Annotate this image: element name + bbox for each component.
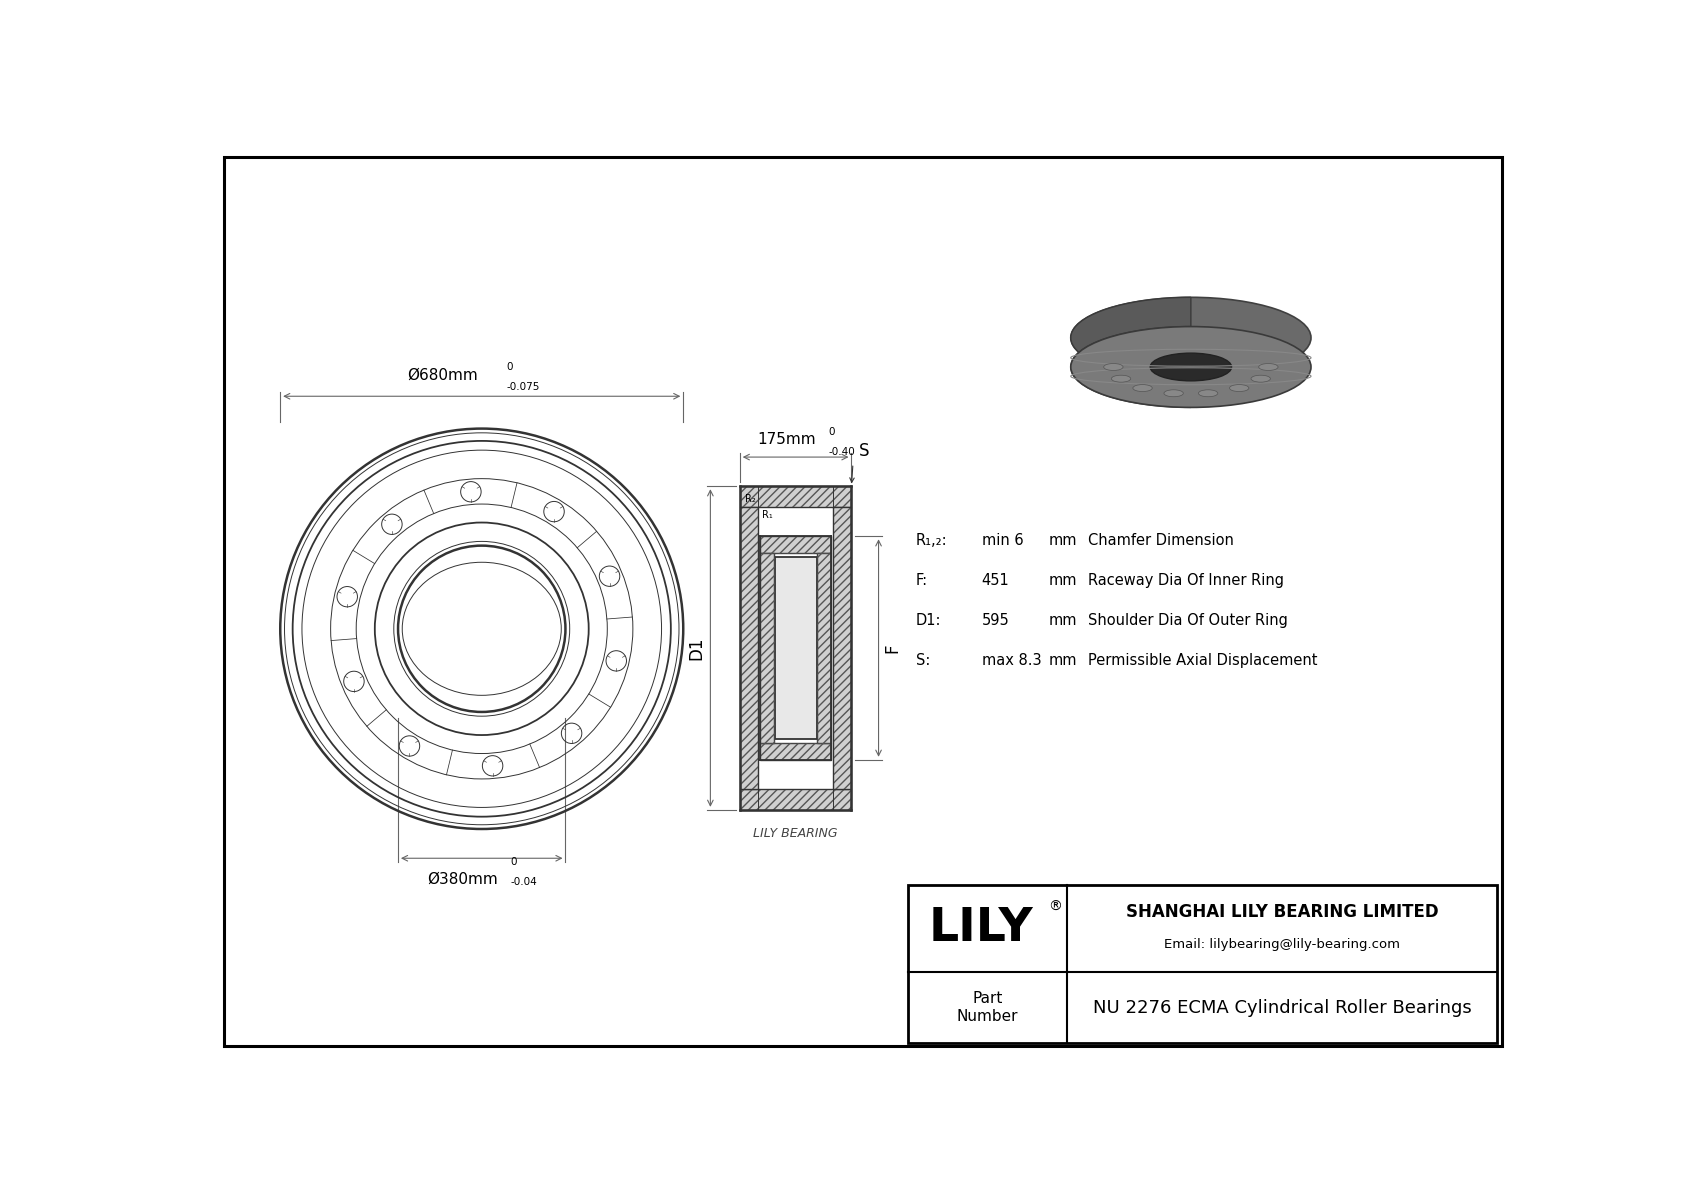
Bar (775, 557, 817, 738)
Ellipse shape (1103, 363, 1123, 370)
Text: S:: S: (916, 653, 930, 668)
Bar (739, 486, 852, 507)
Text: F:: F: (916, 573, 928, 588)
Ellipse shape (1071, 298, 1312, 379)
Text: R₁,₂:: R₁,₂: (916, 532, 948, 548)
Text: Email: lilybearing@lily-bearing.com: Email: lilybearing@lily-bearing.com (1164, 937, 1399, 950)
Ellipse shape (1133, 385, 1152, 392)
Text: 0: 0 (507, 362, 514, 372)
Text: min 6: min 6 (982, 532, 1024, 548)
Text: 595: 595 (982, 613, 1009, 628)
Text: R₂: R₂ (744, 494, 756, 504)
Bar (759, 554, 775, 743)
Text: S: S (859, 442, 869, 460)
Ellipse shape (1150, 353, 1231, 381)
Text: -0.40: -0.40 (829, 447, 855, 457)
Text: Raceway Dia Of Inner Ring: Raceway Dia Of Inner Ring (1088, 573, 1283, 588)
Text: 175mm: 175mm (758, 432, 815, 447)
Text: mm: mm (1049, 653, 1078, 668)
Text: LILY: LILY (930, 906, 1034, 952)
Text: 451: 451 (982, 573, 1009, 588)
Text: NU 2276 ECMA Cylindrical Roller Bearings: NU 2276 ECMA Cylindrical Roller Bearings (1093, 998, 1472, 1017)
Text: mm: mm (1049, 573, 1078, 588)
Ellipse shape (1164, 389, 1184, 397)
Bar (817, 554, 832, 743)
Bar (759, 536, 832, 554)
Bar (834, 507, 852, 788)
Text: -0.075: -0.075 (507, 382, 541, 392)
Text: D1: D1 (687, 636, 706, 660)
Bar (759, 554, 775, 743)
Ellipse shape (1111, 375, 1130, 382)
Text: Permissible Axial Displacement: Permissible Axial Displacement (1088, 653, 1317, 668)
Text: 0: 0 (510, 858, 517, 867)
Bar (817, 554, 832, 743)
Bar (759, 743, 832, 760)
Bar (739, 507, 758, 788)
Text: 0: 0 (829, 428, 835, 437)
Text: LILY BEARING: LILY BEARING (753, 827, 839, 840)
Polygon shape (1071, 298, 1191, 407)
Ellipse shape (1229, 385, 1250, 392)
Bar (739, 788, 852, 810)
Ellipse shape (1251, 375, 1270, 382)
Bar (834, 507, 852, 788)
Text: mm: mm (1049, 613, 1078, 628)
Ellipse shape (1199, 389, 1218, 397)
Text: Chamfer Dimension: Chamfer Dimension (1088, 532, 1234, 548)
Text: F: F (884, 643, 901, 653)
Bar (739, 507, 758, 788)
Text: Shoulder Dia Of Outer Ring: Shoulder Dia Of Outer Ring (1088, 613, 1288, 628)
Bar (908, 885, 1497, 1043)
Ellipse shape (1071, 326, 1312, 407)
Text: max 8.3: max 8.3 (982, 653, 1041, 668)
Text: SHANGHAI LILY BEARING LIMITED: SHANGHAI LILY BEARING LIMITED (1125, 903, 1438, 921)
Ellipse shape (1258, 363, 1278, 370)
Text: -0.04: -0.04 (510, 877, 537, 887)
Text: Part
Number: Part Number (957, 991, 1019, 1024)
Text: R₁: R₁ (761, 510, 773, 520)
Text: ®: ® (1047, 900, 1063, 915)
Text: mm: mm (1049, 532, 1078, 548)
Text: Ø380mm: Ø380mm (428, 872, 498, 887)
Text: D1:: D1: (916, 613, 941, 628)
Bar (759, 536, 832, 554)
Bar (739, 788, 852, 810)
Bar (759, 743, 832, 760)
Bar (739, 486, 852, 507)
Text: Ø680mm: Ø680mm (408, 367, 478, 382)
